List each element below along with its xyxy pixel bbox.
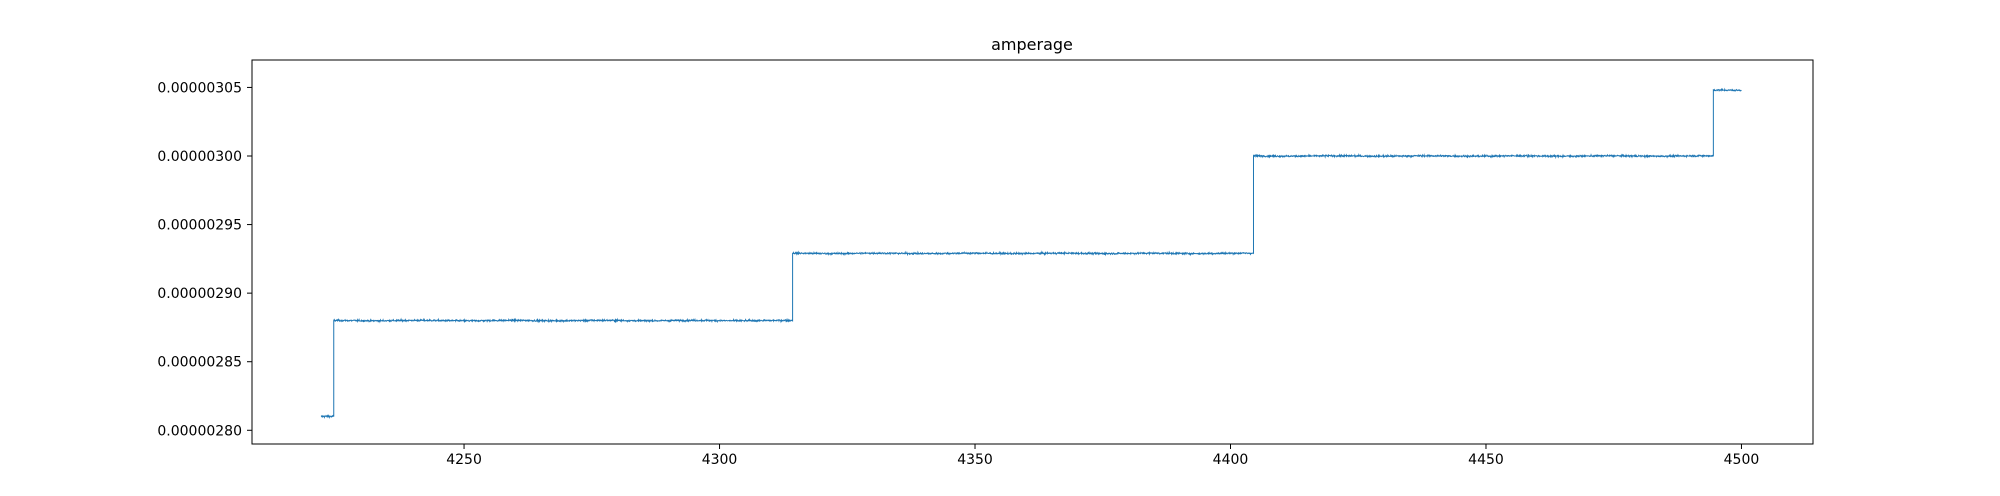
y-tick-label: 0.00000300 xyxy=(157,149,242,165)
x-tick-label: 4350 xyxy=(957,452,993,468)
y-tick-label: 0.00000295 xyxy=(157,218,242,234)
series-line xyxy=(320,87,1742,419)
x-tick-label: 4450 xyxy=(1468,452,1504,468)
y-tick-label: 0.00000285 xyxy=(157,355,242,371)
x-tick-label: 4300 xyxy=(702,452,738,468)
y-tick-label: 0.00000290 xyxy=(157,286,242,302)
plot-layer xyxy=(320,87,1742,419)
y-tick-label: 0.00000305 xyxy=(157,80,242,96)
plot-frame xyxy=(251,59,1814,445)
x-tick-label: 4400 xyxy=(1213,452,1249,468)
axes-layer: 4250 4300 4350 4400 4450 4500 0.00000280 0.0000… xyxy=(157,59,1814,468)
x-tick-label: 4500 xyxy=(1724,452,1760,468)
x-tick-label: 4250 xyxy=(446,452,482,468)
chart-title: amperage xyxy=(991,35,1073,54)
y-tick-label: 0.00000280 xyxy=(157,423,242,439)
